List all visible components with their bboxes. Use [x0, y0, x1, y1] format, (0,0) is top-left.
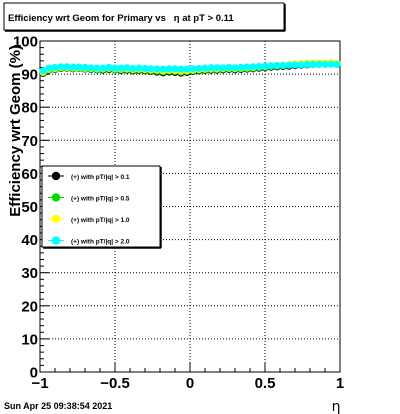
data-point — [159, 65, 167, 73]
data-point — [117, 64, 125, 72]
data-point — [183, 65, 191, 73]
data-point — [75, 63, 83, 71]
data-point — [255, 62, 263, 71]
y-tick-label: 70 — [21, 133, 38, 150]
data-point — [177, 65, 185, 73]
data-point — [165, 65, 173, 73]
data-point — [69, 63, 77, 71]
x-tick-label: 1 — [336, 375, 344, 392]
legend-label: (+) with pT/|q| > 2.0 — [71, 238, 130, 245]
legend-marker — [51, 193, 61, 202]
series-4 — [39, 60, 341, 75]
data-point — [219, 64, 227, 72]
data-point — [141, 64, 149, 73]
legend-marker — [51, 214, 61, 224]
data-point — [333, 60, 341, 69]
data-point — [225, 63, 233, 72]
data-point — [309, 60, 317, 69]
y-tick-label: 90 — [21, 67, 38, 84]
legend: (+) with pT/|q| > 0.1 (+) with pT/|q| > 0… — [41, 165, 162, 249]
legend-marker — [51, 236, 61, 245]
y-tick-label: 30 — [21, 265, 38, 282]
data-point — [147, 65, 155, 73]
x-tick-label: −1 — [31, 375, 48, 392]
y-tick-label: 40 — [21, 232, 38, 249]
x-tick-label: 0.5 — [255, 375, 276, 392]
y-tick-label: 80 — [21, 100, 38, 117]
data-point — [45, 64, 53, 72]
y-tick-label: 0 — [30, 365, 38, 382]
data-point — [243, 63, 251, 71]
data-point — [285, 61, 293, 69]
x-axis-title: η — [332, 399, 341, 414]
chart-title: Efficiency wrt Geom for Primary vs η at … — [8, 13, 234, 24]
y-tick-label: 100 — [13, 34, 38, 51]
data-point — [315, 60, 323, 68]
y-tick-label: 50 — [21, 199, 38, 216]
data-point — [189, 65, 197, 73]
y-tick-label: 10 — [21, 331, 38, 348]
legend-marker — [51, 171, 61, 181]
legend-entry: (+) with pT/|q| > 0.5 — [48, 193, 130, 202]
data-point — [51, 63, 59, 72]
timestamp: Sun Apr 25 09:38:54 2021 — [4, 401, 112, 411]
x-tick-label: −0.5 — [100, 375, 130, 392]
data-point — [327, 60, 335, 68]
data-point — [123, 64, 131, 72]
data-point — [279, 61, 287, 70]
data-point — [171, 65, 179, 73]
data-point — [39, 67, 47, 75]
data-point — [87, 64, 95, 72]
data-point — [321, 60, 329, 69]
data-point — [303, 60, 311, 69]
data-point — [297, 61, 305, 69]
data-point — [291, 61, 299, 69]
y-tick-labels: 0 10 20 30 40 50 60 70 80 90 100 — [13, 34, 38, 382]
data-point — [111, 64, 119, 72]
y-tick-label: 20 — [21, 298, 38, 315]
data-point — [261, 62, 269, 70]
data-point — [63, 63, 71, 71]
legend-label: (+) with pT/|q| > 0.5 — [71, 195, 130, 202]
data-point — [57, 63, 65, 71]
data-point — [153, 65, 161, 73]
data-point — [99, 64, 107, 72]
x-tick-labels: −1 −0.5 0 0.5 1 — [31, 375, 344, 392]
data-point — [93, 64, 101, 72]
data-point — [195, 64, 203, 73]
data-point — [267, 62, 275, 70]
data-point — [129, 64, 137, 73]
legend-entry: (+) with pT/|q| > 0.1 — [48, 171, 130, 181]
data-points — [39, 58, 341, 78]
y-axis-title: Efficiency wrt Geom (%) — [7, 45, 24, 217]
data-point — [201, 64, 209, 72]
legend-label: (+) with pT/|q| > 0.1 — [71, 174, 130, 181]
data-point — [213, 64, 221, 72]
x-tick-label: 0 — [186, 375, 194, 392]
data-point — [231, 64, 239, 72]
data-point — [237, 63, 245, 72]
title-box: Efficiency wrt Geom for Primary vs η at … — [3, 2, 286, 32]
data-point — [207, 64, 215, 72]
legend-entry: (+) with pT/|q| > 2.0 — [48, 236, 130, 245]
legend-label: (+) with pT/|q| > 1.0 — [71, 217, 130, 224]
legend-entry: (+) with pT/|q| > 1.0 — [48, 214, 130, 224]
data-point — [273, 61, 281, 70]
data-point — [105, 63, 113, 72]
grid — [40, 41, 340, 372]
data-point — [81, 63, 89, 72]
data-point — [135, 64, 143, 72]
y-tick-label: 60 — [21, 166, 38, 183]
data-point — [249, 63, 257, 71]
